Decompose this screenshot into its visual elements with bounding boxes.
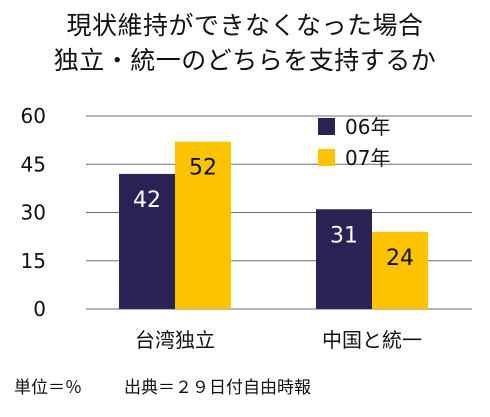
bar-07年-中国と統一 — [372, 231, 428, 309]
bar-07年-台湾独立 — [175, 141, 231, 309]
legend-swatch-07年 — [318, 149, 335, 166]
y-tick-label-45: 45 — [21, 152, 46, 176]
data-labels: 42 52 31 24 — [133, 156, 414, 271]
y-axis-ticks: 0 15 30 45 60 — [21, 104, 46, 321]
y-tick-label-0: 0 — [33, 297, 46, 321]
data-label-07年-台湾独立: 52 — [189, 156, 217, 181]
legend-label-06年: 06年 — [345, 115, 390, 139]
data-label-06年-台湾独立: 42 — [133, 188, 161, 213]
legend-label-07年: 07年 — [345, 146, 390, 170]
data-label-07年-中国と統一: 24 — [386, 246, 414, 271]
category-label-0: 台湾独立 — [135, 328, 215, 352]
chart-title-line-2: 独立・統一のどちらを支持するか — [53, 46, 437, 75]
bars — [119, 141, 428, 309]
footer: 単位＝％ 出典＝２９日付自由時報 — [14, 373, 311, 398]
chart-title-line-1: 現状維持ができなくなった場合 — [66, 11, 424, 40]
category-label-1: 中国と統一 — [322, 328, 422, 352]
y-tick-label-60: 60 — [21, 104, 46, 128]
bar-06年-台湾独立 — [119, 173, 175, 309]
chart-title: 現状維持ができなくなった場合 独立・統一のどちらを支持するか — [0, 8, 490, 78]
y-tick-label-30: 30 — [21, 201, 46, 225]
unit-note: 単位＝％ — [14, 378, 82, 398]
x-axis-categories: 台湾独立 中国と統一 — [135, 328, 422, 352]
y-tick-label-15: 15 — [21, 249, 46, 273]
data-label-06年-中国と統一: 31 — [330, 223, 358, 248]
bar-06年-中国と統一 — [316, 209, 372, 309]
legend-swatch-06年 — [318, 118, 335, 135]
source-note: 出典＝２９日付自由時報 — [124, 378, 311, 398]
